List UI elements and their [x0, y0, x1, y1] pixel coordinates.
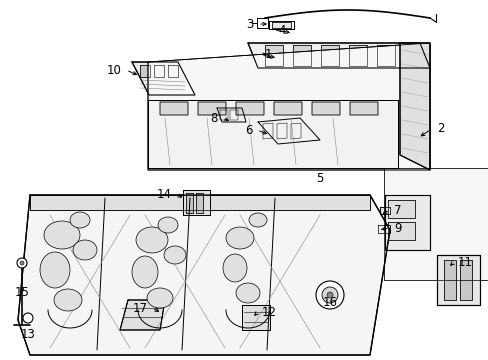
- Polygon shape: [348, 45, 366, 66]
- Polygon shape: [183, 190, 209, 215]
- Polygon shape: [387, 200, 414, 218]
- Polygon shape: [148, 43, 429, 170]
- Polygon shape: [196, 193, 203, 213]
- Polygon shape: [273, 102, 302, 115]
- Ellipse shape: [73, 240, 97, 260]
- Ellipse shape: [225, 227, 253, 249]
- Polygon shape: [154, 65, 163, 77]
- Polygon shape: [264, 45, 283, 66]
- Ellipse shape: [136, 227, 168, 253]
- Polygon shape: [148, 100, 397, 168]
- Polygon shape: [383, 168, 488, 280]
- Polygon shape: [290, 123, 301, 139]
- Circle shape: [20, 261, 24, 265]
- Text: 16: 16: [322, 296, 337, 309]
- Polygon shape: [160, 102, 187, 115]
- Polygon shape: [436, 255, 479, 305]
- Text: 6: 6: [245, 123, 252, 136]
- Ellipse shape: [236, 283, 260, 303]
- Polygon shape: [459, 260, 471, 300]
- Polygon shape: [276, 123, 286, 139]
- Polygon shape: [443, 260, 455, 300]
- Polygon shape: [258, 118, 319, 144]
- Polygon shape: [377, 225, 389, 233]
- Polygon shape: [387, 222, 414, 240]
- Polygon shape: [198, 102, 225, 115]
- Polygon shape: [271, 22, 290, 28]
- Text: 1: 1: [264, 49, 272, 62]
- Text: 9: 9: [393, 221, 401, 234]
- Polygon shape: [379, 207, 389, 214]
- Polygon shape: [292, 45, 310, 66]
- Polygon shape: [120, 300, 164, 330]
- Polygon shape: [18, 195, 389, 355]
- Polygon shape: [263, 123, 272, 139]
- Text: 3: 3: [246, 18, 253, 31]
- Text: 5: 5: [316, 171, 323, 184]
- Polygon shape: [229, 110, 238, 120]
- Polygon shape: [30, 195, 369, 210]
- Polygon shape: [376, 45, 394, 66]
- Polygon shape: [132, 62, 195, 95]
- Polygon shape: [168, 65, 178, 77]
- Ellipse shape: [223, 254, 246, 282]
- Polygon shape: [247, 43, 429, 68]
- Text: 2: 2: [436, 122, 444, 135]
- Ellipse shape: [70, 212, 90, 228]
- Text: 12: 12: [262, 306, 276, 319]
- Text: 13: 13: [20, 328, 35, 342]
- Text: 17: 17: [133, 302, 148, 315]
- Text: 10: 10: [107, 63, 122, 77]
- Polygon shape: [185, 193, 193, 213]
- Ellipse shape: [40, 252, 70, 288]
- Text: 7: 7: [393, 203, 401, 216]
- Polygon shape: [140, 65, 150, 77]
- Ellipse shape: [132, 256, 158, 288]
- Ellipse shape: [54, 289, 82, 311]
- Polygon shape: [236, 102, 264, 115]
- Circle shape: [321, 287, 337, 303]
- Text: 8: 8: [210, 112, 218, 125]
- Text: 4: 4: [278, 23, 285, 36]
- Circle shape: [17, 258, 27, 268]
- Circle shape: [326, 292, 332, 298]
- Polygon shape: [217, 108, 245, 122]
- Ellipse shape: [147, 288, 173, 308]
- Text: 14: 14: [157, 188, 172, 201]
- Polygon shape: [399, 43, 429, 170]
- Text: 11: 11: [457, 256, 472, 269]
- Circle shape: [23, 313, 33, 323]
- Ellipse shape: [163, 246, 185, 264]
- Ellipse shape: [158, 217, 178, 233]
- Ellipse shape: [248, 213, 266, 227]
- Polygon shape: [311, 102, 339, 115]
- Polygon shape: [384, 195, 429, 250]
- Polygon shape: [220, 110, 227, 120]
- Ellipse shape: [44, 221, 80, 249]
- Polygon shape: [242, 305, 269, 330]
- Text: 15: 15: [15, 285, 29, 298]
- Polygon shape: [349, 102, 377, 115]
- Polygon shape: [320, 45, 338, 66]
- Circle shape: [315, 281, 343, 309]
